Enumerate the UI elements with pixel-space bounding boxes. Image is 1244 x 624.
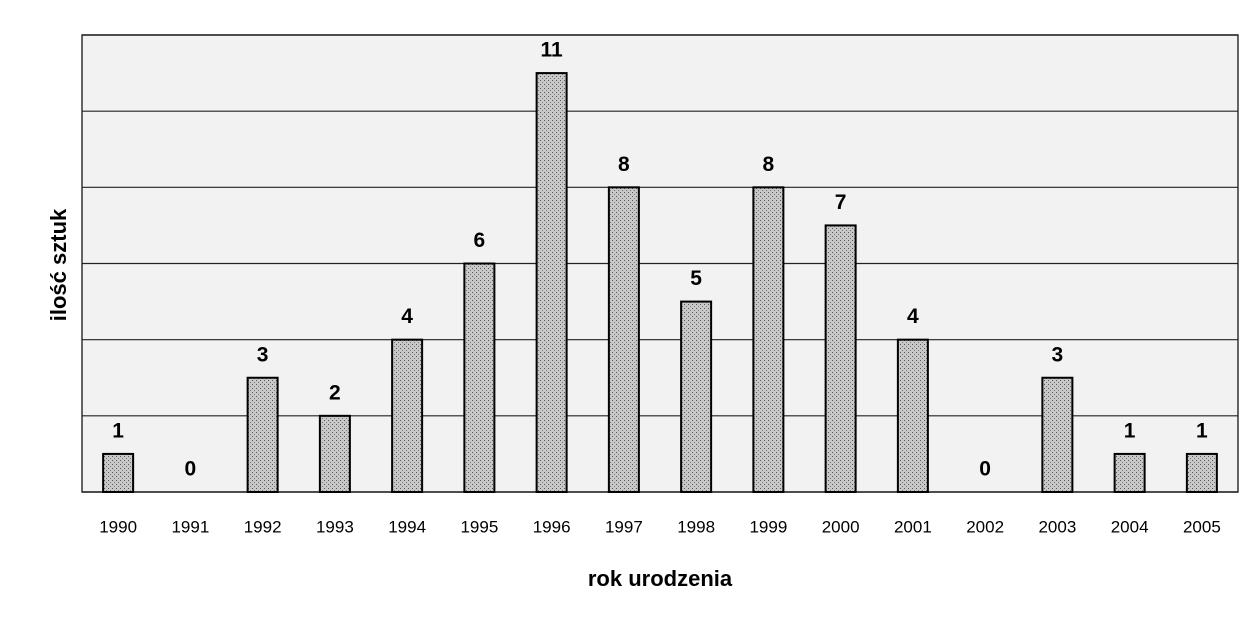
- x-tick-label: 2000: [822, 517, 860, 536]
- bar: [535, 72, 568, 493]
- data-label: 1: [1196, 419, 1208, 442]
- x-axis-label: rok urodzenia: [588, 566, 733, 591]
- bar: [102, 452, 135, 493]
- bar: [1185, 452, 1218, 493]
- x-tick-label: 1990: [99, 517, 137, 536]
- y-axis-label: ilość sztuk: [46, 208, 71, 321]
- x-tick-label: 2001: [894, 517, 932, 536]
- bar: [680, 300, 713, 494]
- data-label: 0: [185, 458, 197, 481]
- bar: [896, 338, 929, 493]
- data-label: 1: [1124, 419, 1136, 442]
- x-tick-label: 1996: [533, 517, 571, 536]
- data-label: 4: [907, 305, 919, 328]
- data-label: 8: [618, 153, 630, 176]
- data-label: 3: [257, 343, 269, 366]
- bar: [824, 224, 857, 494]
- x-tick-label: 1995: [460, 517, 498, 536]
- x-tick-label: 1998: [677, 517, 715, 536]
- data-label: 11: [541, 39, 564, 62]
- x-tick-label: 2003: [1038, 517, 1076, 536]
- data-label: 2: [329, 381, 341, 404]
- x-tick-label: 1994: [388, 517, 426, 536]
- bar: [246, 376, 279, 493]
- bar: [463, 262, 496, 493]
- bar: [607, 186, 640, 493]
- data-label: 6: [474, 229, 486, 252]
- x-tick-label: 1993: [316, 517, 354, 536]
- x-tick-label: 2005: [1183, 517, 1221, 536]
- bar: [1041, 376, 1074, 493]
- x-tick-label: 1992: [244, 517, 282, 536]
- data-label: 8: [763, 153, 775, 176]
- data-label: 7: [835, 191, 847, 214]
- x-tick-label: 1991: [171, 517, 209, 536]
- data-label: 4: [401, 305, 413, 328]
- x-tick-label: 1999: [749, 517, 787, 536]
- data-label: 3: [1052, 343, 1064, 366]
- x-tick-label: 1997: [605, 517, 643, 536]
- data-label: 0: [979, 458, 991, 481]
- x-tick-label: 2002: [966, 517, 1004, 536]
- bar: [391, 338, 424, 493]
- data-label: 1: [112, 419, 124, 442]
- data-label: 5: [690, 267, 702, 290]
- bar: [1113, 452, 1146, 493]
- bar: [318, 414, 351, 494]
- bar: [752, 186, 785, 493]
- x-tick-label: 2004: [1111, 517, 1149, 536]
